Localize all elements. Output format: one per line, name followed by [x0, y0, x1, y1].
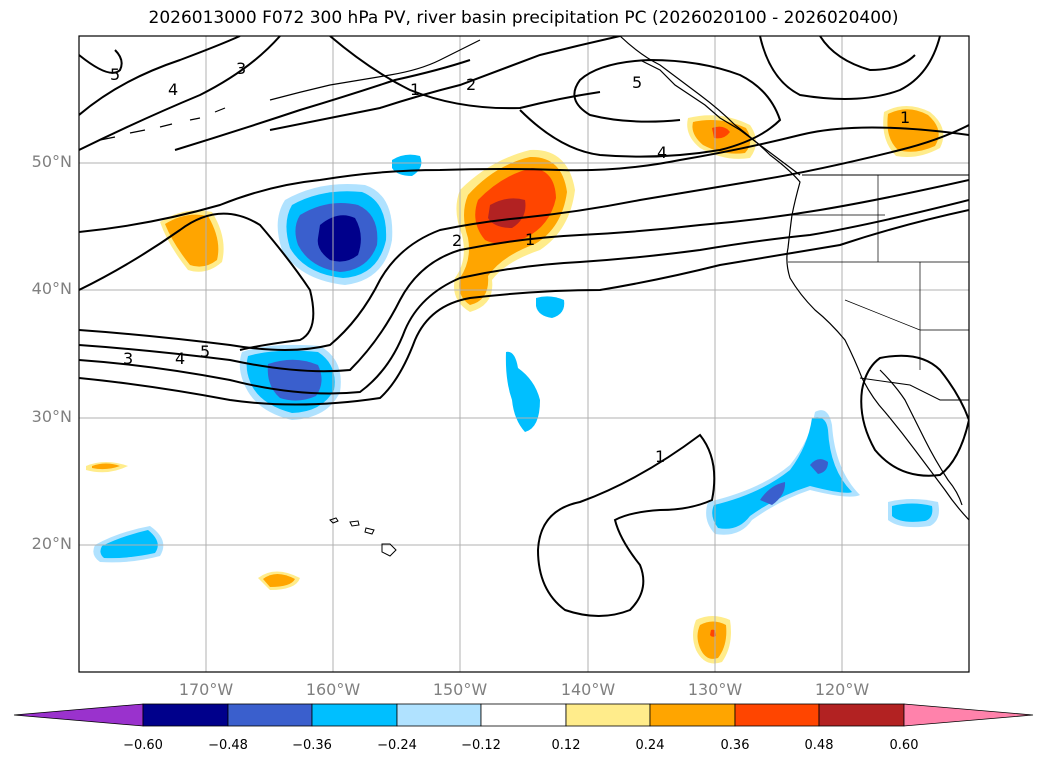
colorbar-tick: 0.60 — [889, 738, 919, 753]
colorbar-tick: −0.36 — [292, 738, 332, 753]
pv-contour-trough-6 — [79, 209, 969, 406]
pv-contour-subtropic-loop — [536, 433, 716, 617]
pv-contour-ridge — [329, 36, 601, 110]
contour-label: 1 — [655, 447, 665, 466]
lat-label-40n: 40°N — [31, 279, 72, 298]
contour-label: 1 — [410, 80, 420, 99]
colorbar-tick: 0.24 — [635, 738, 665, 753]
pv-contour-trough-1 — [79, 126, 969, 233]
pv-contour-trough-2 — [79, 212, 315, 351]
negative-plume-core-2 — [810, 459, 828, 474]
colorbar-segment — [142, 703, 229, 727]
pv-contour-4 — [269, 36, 621, 131]
coastline-bc-islands — [639, 59, 801, 176]
lat-label-20n: 20°N — [31, 534, 72, 553]
lon-label-130w: 130°W — [687, 680, 743, 699]
hawaii-islands — [329, 517, 397, 557]
pv-contour-ne — [759, 36, 941, 100]
pv-contour-2 — [79, 36, 281, 151]
aleutian-islands — [99, 107, 226, 141]
lat-label-30n: 30°N — [31, 407, 72, 426]
pv-contour-trough-5 — [79, 199, 969, 395]
contour-label: 5 — [632, 73, 642, 92]
contour-label: 4 — [175, 349, 185, 368]
contour-label: 2 — [466, 75, 476, 94]
colorbar-tick: −0.60 — [123, 738, 163, 753]
coastline-pacific-nw — [619, 36, 969, 521]
contour-label: 4 — [657, 143, 667, 162]
colorbar-tick: 0.36 — [720, 738, 750, 753]
lon-label-140w: 140°W — [560, 680, 616, 699]
contour-label: 3 — [236, 59, 246, 78]
positive-patch-south-core — [697, 621, 727, 659]
lat-label-50n: 50°N — [31, 152, 72, 171]
pv-contour-loop — [519, 58, 782, 158]
negative-anomaly-north-core — [317, 215, 361, 262]
lon-label-120w: 120°W — [814, 680, 870, 699]
lon-label-160w: 160°W — [305, 680, 361, 699]
colorbar-extend-high — [903, 703, 1034, 727]
border-us-mexico — [859, 377, 969, 401]
coastline-alaska-islands — [269, 39, 481, 101]
coastlines — [99, 36, 969, 557]
colorbar-segment — [480, 703, 567, 727]
shading-layer — [86, 106, 944, 664]
contour-label: 4 — [168, 80, 178, 99]
contour-label: 3 — [123, 349, 133, 368]
pv-contour-ne-2 — [819, 36, 916, 72]
positive-patch-southwest-core — [263, 574, 295, 587]
contour-label: 5 — [200, 342, 210, 361]
negative-plume-core-1 — [760, 482, 786, 505]
colorbar-tick: −0.24 — [377, 738, 417, 753]
coastline-baja — [879, 369, 963, 506]
pv-contour-1 — [79, 36, 241, 116]
negative-patch-central — [536, 296, 565, 318]
pv-contour-mexico-loop — [860, 354, 969, 477]
negative-patch-subtropic — [505, 351, 540, 432]
pv-contour-trough-3 — [79, 124, 969, 351]
colorbar-segment — [311, 703, 398, 727]
colorbar-segment — [227, 703, 313, 727]
colorbar-tick: −0.12 — [461, 738, 501, 753]
negative-patch-hawaii-west-core — [100, 530, 158, 559]
positive-patch-alberta-core — [887, 109, 939, 152]
positive-patch-far-west-core — [92, 463, 120, 470]
colorbar — [13, 703, 1034, 727]
contour-label: 5 — [110, 65, 120, 84]
contour-labels: 5 4 3 1 2 5 4 2 1 3 4 5 1 1 — [110, 59, 910, 466]
negative-plume-mid — [712, 417, 852, 529]
colorbar-tick: 0.48 — [804, 738, 834, 753]
pv-contour-trough-4 — [79, 179, 969, 373]
lon-label-170w: 170°W — [178, 680, 234, 699]
colorbar-extend-low — [13, 703, 144, 727]
colorbar-segment — [818, 703, 905, 727]
contour-label: 2 — [452, 231, 462, 250]
negative-patch-gulf — [392, 154, 422, 176]
map-title: 2026013000 F072 300 hPa PV, river basin … — [148, 8, 899, 28]
colorbar-segment — [734, 703, 820, 727]
positive-patch-bc-strong — [712, 126, 730, 139]
colorbar-tick: −0.48 — [208, 738, 248, 753]
colorbar-segment — [565, 703, 651, 727]
lon-label-150w: 150°W — [432, 680, 488, 699]
pv-contours — [79, 36, 969, 617]
map-frame — [78, 35, 970, 673]
state-borders — [788, 175, 969, 370]
contour-label: 1 — [900, 108, 910, 127]
colorbar-tick: 0.12 — [551, 738, 581, 753]
contour-label: 1 — [525, 230, 535, 249]
gridlines — [79, 36, 969, 672]
colorbar-segment — [396, 703, 482, 727]
negative-patch-baja-core — [892, 503, 933, 522]
pv-contour-northwest — [79, 49, 123, 74]
pv-contour-3 — [174, 59, 471, 151]
colorbar-segment — [649, 703, 736, 727]
positive-patch-west-core — [165, 214, 219, 267]
